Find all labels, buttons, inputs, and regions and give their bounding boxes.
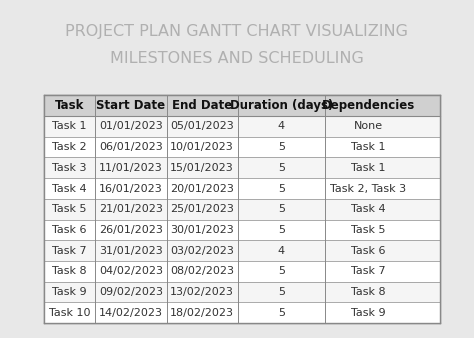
Text: Task 1: Task 1: [351, 163, 386, 173]
Text: 18/02/2023: 18/02/2023: [170, 308, 234, 318]
Text: 5: 5: [278, 308, 285, 318]
Text: Task 5: Task 5: [351, 225, 386, 235]
Bar: [44, 303, 439, 323]
Text: Dependencies: Dependencies: [322, 99, 415, 112]
Bar: [44, 261, 439, 282]
Text: 15/01/2023: 15/01/2023: [170, 163, 234, 173]
Bar: [44, 137, 439, 158]
Text: Task 5: Task 5: [52, 204, 87, 214]
Text: Task 7: Task 7: [52, 246, 87, 256]
Text: 05/01/2023: 05/01/2023: [170, 121, 234, 131]
Text: 21/01/2023: 21/01/2023: [99, 204, 163, 214]
Text: 13/02/2023: 13/02/2023: [170, 287, 234, 297]
Text: 14/02/2023: 14/02/2023: [99, 308, 163, 318]
Text: 4: 4: [278, 121, 285, 131]
Text: Duration (days): Duration (days): [229, 99, 333, 112]
Bar: [44, 199, 439, 220]
Text: Task 8: Task 8: [351, 287, 386, 297]
Text: Task 3: Task 3: [52, 163, 87, 173]
Text: Start Date: Start Date: [96, 99, 165, 112]
Text: End Date: End Date: [172, 99, 232, 112]
Text: Task 1: Task 1: [52, 121, 87, 131]
Bar: [44, 116, 439, 137]
Text: 31/01/2023: 31/01/2023: [99, 246, 163, 256]
Text: Task 9: Task 9: [52, 287, 87, 297]
Text: 25/01/2023: 25/01/2023: [170, 204, 234, 214]
Text: 09/02/2023: 09/02/2023: [99, 287, 163, 297]
Text: 03/02/2023: 03/02/2023: [170, 246, 234, 256]
Text: PROJECT PLAN GANTT CHART VISUALIZING: PROJECT PLAN GANTT CHART VISUALIZING: [65, 24, 409, 39]
Text: Task 7: Task 7: [351, 266, 386, 276]
Text: Task 6: Task 6: [351, 246, 386, 256]
Text: Task 4: Task 4: [351, 204, 386, 214]
Text: Task 1: Task 1: [351, 142, 386, 152]
Text: 30/01/2023: 30/01/2023: [170, 225, 234, 235]
Text: 5: 5: [278, 142, 285, 152]
Bar: [44, 240, 439, 261]
Text: 20/01/2023: 20/01/2023: [170, 184, 234, 193]
Text: MILESTONES AND SCHEDULING: MILESTONES AND SCHEDULING: [110, 51, 364, 66]
Text: Task 2: Task 2: [52, 142, 87, 152]
Text: 11/01/2023: 11/01/2023: [99, 163, 163, 173]
Text: 5: 5: [278, 287, 285, 297]
Bar: [44, 282, 439, 303]
Text: None: None: [354, 121, 383, 131]
Bar: [44, 178, 439, 199]
Text: 26/01/2023: 26/01/2023: [99, 225, 163, 235]
Text: Task 8: Task 8: [52, 266, 87, 276]
Bar: [44, 95, 439, 116]
Text: 5: 5: [278, 266, 285, 276]
Text: 4: 4: [278, 246, 285, 256]
Text: 10/01/2023: 10/01/2023: [170, 142, 234, 152]
Text: Task: Task: [55, 99, 84, 112]
Text: Task 2, Task 3: Task 2, Task 3: [330, 184, 406, 193]
Text: 5: 5: [278, 163, 285, 173]
Text: Task 9: Task 9: [351, 308, 386, 318]
Text: 5: 5: [278, 204, 285, 214]
Text: 16/01/2023: 16/01/2023: [99, 184, 163, 193]
Text: 06/01/2023: 06/01/2023: [99, 142, 163, 152]
Text: 08/02/2023: 08/02/2023: [170, 266, 234, 276]
Text: Task 6: Task 6: [52, 225, 87, 235]
Text: Task 4: Task 4: [52, 184, 87, 193]
Text: 01/01/2023: 01/01/2023: [99, 121, 163, 131]
Text: 5: 5: [278, 184, 285, 193]
Bar: [44, 220, 439, 240]
Text: Task 10: Task 10: [49, 308, 90, 318]
Text: 04/02/2023: 04/02/2023: [99, 266, 163, 276]
Text: 5: 5: [278, 225, 285, 235]
Bar: [44, 158, 439, 178]
